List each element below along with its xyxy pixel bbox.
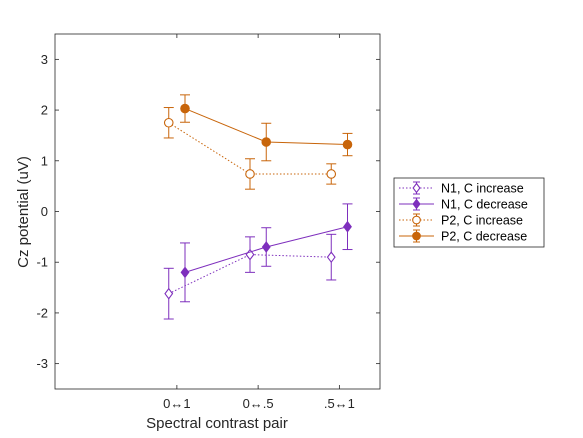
x-tick-label: .5↔1: [324, 396, 355, 411]
series-line: [168, 122, 332, 175]
data-point-diamond: [326, 251, 336, 264]
series-line: [168, 254, 332, 295]
legend-item: N1, C decrease: [399, 197, 528, 212]
legend-label: P2, C increase: [441, 214, 523, 228]
data-point-circle: [163, 117, 174, 128]
legend: N1, C increase N1, C decrease P2, C increa…: [393, 177, 545, 248]
y-axis: -3 -2 -1 0 1 2 3: [36, 52, 380, 371]
x-tick-label: 0↔1: [163, 396, 190, 411]
y-tick-label: 1: [41, 153, 48, 168]
data-point-diamond: [180, 266, 190, 279]
legend-label: N1, C increase: [441, 182, 524, 196]
series-1: [180, 203, 353, 303]
y-tick-label: -1: [36, 255, 48, 270]
legend-label: P2, C decrease: [441, 230, 527, 244]
data-point-circle: [245, 169, 255, 179]
data-point-diamond: [164, 287, 174, 300]
data-point-diamond: [343, 220, 352, 233]
plot-frame: [54, 33, 381, 390]
series-layer: [163, 94, 353, 320]
y-tick-label: 3: [41, 52, 48, 67]
data-point-circle: [326, 169, 337, 179]
data-point-diamond: [261, 241, 271, 253]
legend-item: N1, C increase: [399, 181, 524, 196]
y-tick-label: -3: [36, 356, 48, 371]
plot-area: [55, 34, 380, 389]
x-tick-label: 0↔.5: [243, 396, 274, 411]
data-point-diamond: [412, 182, 421, 194]
data-point-diamond: [412, 198, 421, 210]
legend-item: P2, C decrease: [399, 229, 527, 244]
y-axis-title: Cz potential (uV): [15, 156, 32, 268]
legend-label: N1, C decrease: [441, 198, 528, 212]
x-axis: 0↔1 0↔.5 .5↔1: [163, 34, 355, 411]
series-3: [180, 94, 353, 162]
data-point-circle: [261, 137, 272, 147]
data-point-circle: [342, 139, 353, 150]
data-point-circle: [412, 215, 421, 225]
x-axis-title: Spectral contrast pair: [146, 415, 288, 432]
y-tick-label: 2: [41, 103, 48, 118]
data-point-circle: [180, 103, 190, 114]
series-2: [163, 107, 337, 190]
y-tick-label: -2: [36, 305, 48, 320]
data-point-circle: [412, 231, 421, 241]
legend-item: P2, C increase: [399, 213, 523, 228]
y-tick-label: 0: [41, 204, 48, 219]
series-0: [163, 233, 337, 320]
